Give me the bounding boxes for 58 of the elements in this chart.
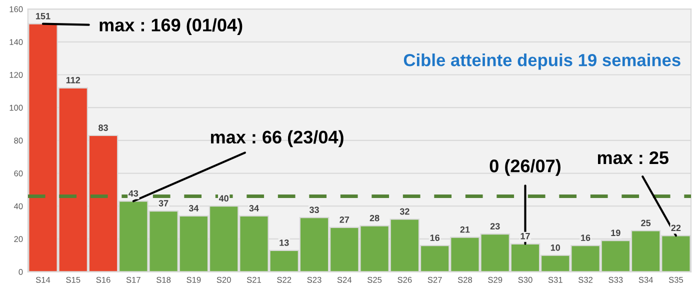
data-label: 27 (340, 216, 350, 223)
y-tick-label: 140 (10, 39, 23, 46)
data-label: 17 (520, 233, 530, 240)
x-tick-label: S27 (428, 276, 442, 283)
x-tick-label: S33 (608, 276, 623, 283)
annotation: max : 169 (01/04) (100, 18, 242, 36)
annotation: Cible atteinte depuis 19 semaines (404, 54, 680, 70)
data-label: 25 (641, 220, 651, 226)
data-label: 34 (249, 205, 259, 212)
y-tick-label: 40 (14, 203, 23, 210)
x-tick-label: S25 (368, 276, 382, 283)
data-label: 43 (128, 190, 138, 197)
data-label: 151 (36, 12, 50, 20)
x-tick-label: S23 (307, 276, 322, 283)
data-label: 10 (550, 244, 560, 251)
annotation: max : 66 (23/04) (210, 130, 344, 148)
y-tick-label: 160 (10, 6, 23, 12)
y-tick-label: 0 (18, 269, 23, 275)
x-tick-label: S20 (216, 276, 231, 283)
y-tick-label: 120 (10, 72, 23, 78)
x-tick-label: S29 (488, 276, 502, 283)
x-tick-label: S30 (518, 276, 532, 283)
y-tick-label: 100 (10, 104, 23, 111)
x-tick-label: S32 (578, 276, 593, 283)
data-label: 21 (460, 226, 470, 233)
x-tick-label: S24 (337, 276, 352, 283)
x-tick-label: S35 (668, 276, 684, 283)
x-tick-label: S21 (246, 276, 261, 283)
x-tick-label: S28 (458, 276, 472, 283)
data-label: 22 (671, 224, 681, 232)
data-label: 33 (309, 206, 319, 214)
data-label: 16 (430, 234, 440, 241)
x-tick-label: S34 (638, 276, 653, 283)
data-label: 19 (611, 230, 620, 236)
y-tick-label: 20 (14, 236, 23, 242)
data-label: 40 (218, 195, 228, 202)
y-tick-label: 80 (14, 138, 23, 144)
data-label: 34 (188, 205, 199, 212)
data-label: 28 (370, 214, 380, 222)
x-tick-label: S18 (156, 276, 171, 283)
x-tick-label: S22 (277, 276, 292, 283)
data-label: 23 (490, 223, 500, 230)
data-label: 16 (581, 234, 590, 241)
x-tick-label: S17 (126, 276, 140, 283)
annotation: 0 (26/07) (490, 159, 560, 176)
x-tick-label: S31 (548, 276, 562, 283)
data-label: 13 (280, 239, 289, 246)
annotation: max : 25 (598, 151, 669, 164)
x-tick-label: S26 (398, 276, 412, 283)
x-tick-label: S15 (66, 276, 80, 283)
data-label: 83 (98, 124, 108, 131)
y-tick-label: 60 (14, 170, 23, 176)
x-tick-label: S19 (186, 276, 201, 283)
data-label: 37 (158, 200, 168, 206)
x-tick-label: S16 (96, 276, 110, 283)
data-label: 32 (400, 208, 410, 215)
data-label: 112 (66, 76, 80, 84)
x-tick-label: S14 (36, 276, 50, 283)
